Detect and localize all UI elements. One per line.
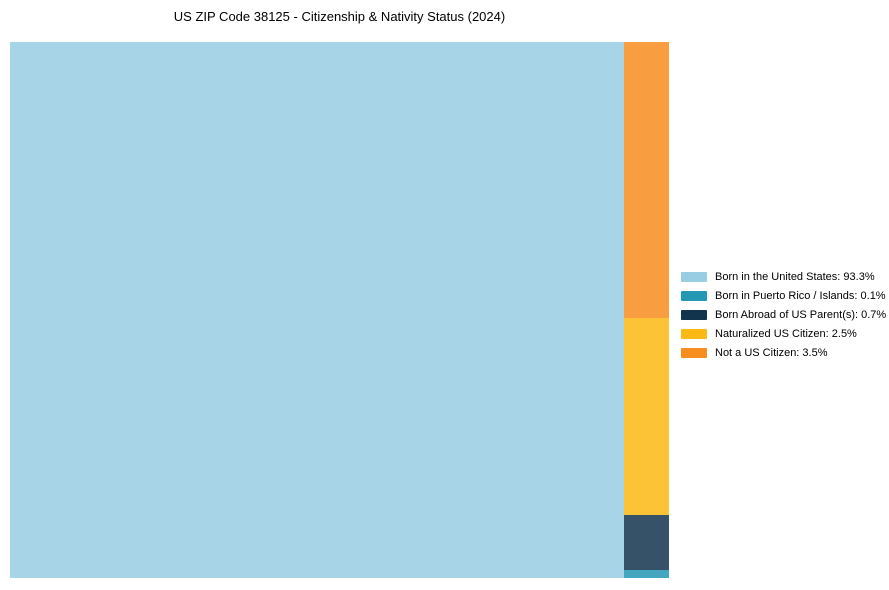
legend-item-naturalized-us-citizen: Naturalized US Citizen: 2.5% [681,324,886,343]
legend-item-not-a-us-citizen: Not a US Citizen: 3.5% [681,343,886,362]
treemap-block-not-a-us-citizen [624,42,669,318]
chart-legend: Born in the United States: 93.3% Born in … [681,267,886,362]
legend-item-born-in-puerto-rico-islands: Born in Puerto Rico / Islands: 0.1% [681,286,886,305]
treemap-block-born-in-the-united-states [10,42,625,578]
treemap-block-born-abroad-of-us-parents [624,514,669,571]
legend-label: Born in the United States: 93.3% [715,270,875,283]
legend-label: Born in Puerto Rico / Islands: 0.1% [715,289,886,302]
legend-swatch-icon [681,347,707,358]
legend-swatch-icon [681,271,707,282]
treemap-side-column [624,42,669,578]
legend-swatch-icon [681,290,707,301]
legend-swatch-icon [681,328,707,339]
chart-title: US ZIP Code 38125 - Citizenship & Nativi… [173,9,506,24]
legend-label: Born Abroad of US Parent(s): 0.7% [715,308,887,321]
legend-label: Not a US Citizen: 3.5% [715,346,828,359]
legend-item-born-in-the-united-states: Born in the United States: 93.3% [681,267,886,286]
treemap-block-naturalized-us-citizen [624,317,669,515]
treemap-block-born-in-puerto-rico-islands [624,570,669,578]
legend-item-born-abroad-of-us-parents: Born Abroad of US Parent(s): 0.7% [681,305,886,324]
legend-swatch-icon [681,309,707,320]
treemap-chart [10,42,669,578]
legend-label: Naturalized US Citizen: 2.5% [715,327,857,340]
